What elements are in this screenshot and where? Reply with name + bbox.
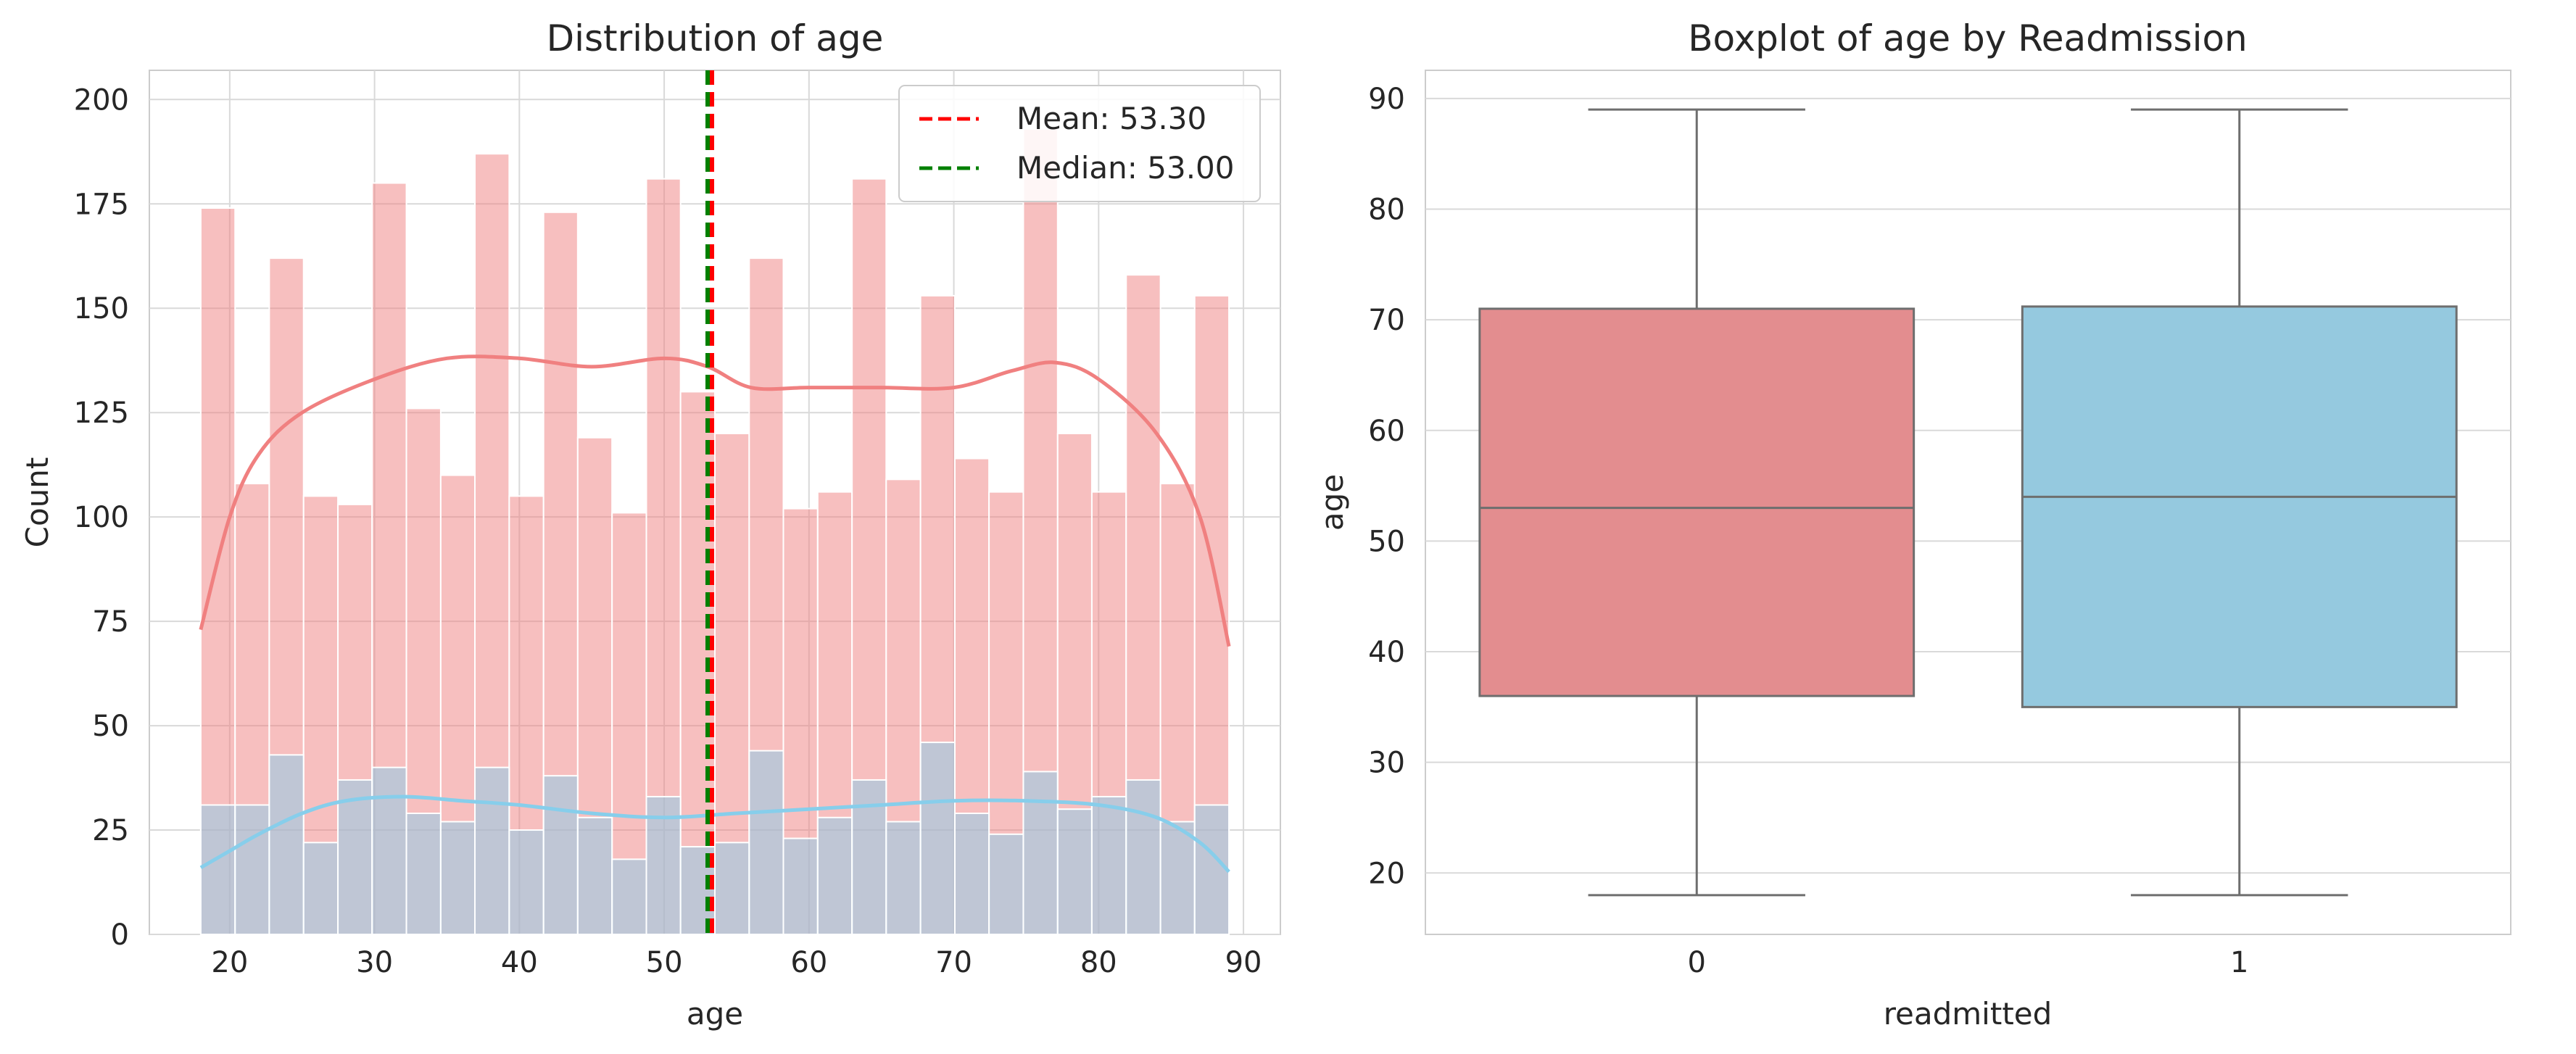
histogram-bar-series-1 xyxy=(1159,821,1196,935)
y-tick-label: 20 xyxy=(1368,857,1405,890)
histogram-bar-series-1 xyxy=(474,766,510,936)
histogram-bar-series-1 xyxy=(508,829,544,936)
y-tick-label: 80 xyxy=(1368,194,1405,227)
y-tick-label: 75 xyxy=(92,605,129,639)
histogram-bar-series-1 xyxy=(1125,779,1161,936)
histogram-y-axis-label: Count xyxy=(20,457,55,548)
y-tick-label: 150 xyxy=(74,292,129,325)
x-tick-label: 90 xyxy=(1225,946,1262,979)
kde-curve-series-0 xyxy=(199,354,1231,647)
boxplot-ticks: 20 30 40 50 60 70 80 90 0 1 xyxy=(1368,83,2248,979)
y-tick-label: 60 xyxy=(1368,415,1405,448)
histogram-bar-series-1 xyxy=(988,833,1024,936)
x-tick-label: 20 xyxy=(211,946,248,979)
reference-lines xyxy=(705,70,715,934)
boxplot-y-axis-label: age xyxy=(1314,474,1350,531)
histogram-bar-series-1 xyxy=(953,813,990,936)
kde-curve-series-1 xyxy=(199,794,1230,874)
y-tick-label: 175 xyxy=(74,188,129,221)
x-tick-label: 60 xyxy=(790,946,827,979)
y-tick-label: 90 xyxy=(1368,83,1405,116)
boxplot-title: Boxplot of age by Readmission xyxy=(1688,17,2248,59)
histogram-bar-series-1 xyxy=(919,742,956,935)
histogram-bar-series-1 xyxy=(234,804,270,935)
iqr-box xyxy=(2021,305,2458,708)
legend-mean-label: Mean: 53.30 xyxy=(1016,101,1206,136)
histogram-bar-series-1 xyxy=(268,754,305,935)
iqr-box xyxy=(1478,307,1916,697)
histogram-bar-series-1 xyxy=(405,813,442,936)
x-tick-label: 40 xyxy=(501,946,538,979)
histogram-bar-series-1 xyxy=(1056,808,1093,935)
histogram-ticks: 20 30 40 50 60 70 80 90 0 25 50 75 100 125 150 175 200 xyxy=(74,83,1262,979)
boxplot-x-axis-label: readmitted xyxy=(1884,996,2053,1032)
histogram-bar-series-1 xyxy=(885,821,922,935)
boxplot-boxes xyxy=(1478,108,2458,897)
y-tick-label: 70 xyxy=(1368,304,1405,337)
histogram-bar-series-1 xyxy=(371,766,407,936)
y-tick-label: 50 xyxy=(1368,525,1405,558)
histogram-bar-series-1 xyxy=(337,779,373,936)
x-tick-label: 80 xyxy=(1080,946,1117,979)
x-tick-label: 50 xyxy=(646,946,683,979)
histogram-bar-series-1 xyxy=(816,816,853,936)
histogram-bar-series-1 xyxy=(782,837,819,935)
y-tick-label: 125 xyxy=(74,397,129,430)
box-1 xyxy=(2021,108,2458,897)
histogram-legend: Mean: 53.30 Median: 53.00 xyxy=(898,85,1261,202)
histogram-bar-series-1 xyxy=(576,816,613,936)
histogram-bar-series-1 xyxy=(1022,771,1059,935)
histogram-bar-series-1 xyxy=(611,858,647,935)
histogram-chart: 20 30 40 50 60 70 80 90 0 25 50 75 100 125 150 175 200 D… xyxy=(20,17,1281,1032)
y-tick-label: 0 xyxy=(111,918,129,952)
histogram-bar-series-1 xyxy=(1090,795,1127,936)
x-tick-label: 0 xyxy=(1688,946,1706,979)
y-tick-label: 30 xyxy=(1368,747,1405,780)
boxplot-chart: 20 30 40 50 60 70 80 90 0 1 Boxplot of age by Rea… xyxy=(1314,17,2511,1032)
histogram-title: Distribution of age xyxy=(547,17,884,59)
y-tick-label: 40 xyxy=(1368,636,1405,669)
x-tick-label: 1 xyxy=(2230,946,2248,979)
legend-box xyxy=(898,85,1261,202)
x-tick-label: 30 xyxy=(356,946,393,979)
histogram-bar-series-1 xyxy=(714,842,750,935)
y-tick-label: 200 xyxy=(74,83,129,117)
histogram-bar-series-1 xyxy=(199,804,236,935)
histogram-bars xyxy=(199,128,1230,936)
histogram-bar-series-1 xyxy=(542,775,579,935)
box-0 xyxy=(1478,108,1916,897)
y-tick-label: 100 xyxy=(74,501,129,534)
histogram-bar-series-1 xyxy=(302,842,339,935)
histogram-bar-series-1 xyxy=(439,821,476,935)
x-tick-label: 70 xyxy=(935,946,972,979)
y-tick-label: 25 xyxy=(92,814,129,847)
histogram-x-axis-label: age xyxy=(687,996,743,1032)
y-tick-label: 50 xyxy=(92,710,129,743)
histogram-bar-series-1 xyxy=(748,750,784,936)
histogram-bar-series-1 xyxy=(1193,804,1230,935)
histogram-bar-series-1 xyxy=(851,779,887,936)
histogram-bar-series-1 xyxy=(645,795,682,936)
legend-median-label: Median: 53.00 xyxy=(1016,150,1235,186)
histogram-kde-curves xyxy=(199,354,1231,874)
